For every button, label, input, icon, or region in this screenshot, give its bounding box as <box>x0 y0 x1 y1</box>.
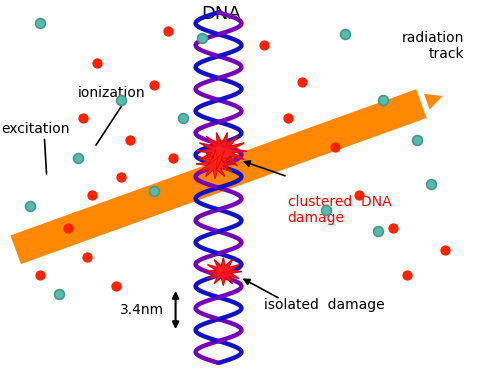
Point <box>389 225 396 231</box>
Point <box>374 229 382 234</box>
Point <box>93 60 101 66</box>
Point <box>79 115 86 121</box>
Point <box>284 115 291 121</box>
Point <box>298 79 306 85</box>
Text: ionization: ionization <box>78 86 145 100</box>
Point <box>427 181 435 187</box>
Text: radiation
track: radiation track <box>402 31 464 61</box>
Point <box>179 115 187 121</box>
Point <box>403 272 411 278</box>
Point <box>150 188 158 194</box>
Point <box>112 283 120 289</box>
Point <box>341 31 349 37</box>
Point <box>36 272 43 278</box>
Text: DNA: DNA <box>201 5 241 23</box>
Point <box>64 225 72 231</box>
Point <box>117 97 124 103</box>
Polygon shape <box>197 132 247 170</box>
Point <box>88 192 96 198</box>
Point <box>198 35 205 41</box>
Point <box>26 203 34 209</box>
Polygon shape <box>205 258 241 286</box>
Point <box>442 247 449 253</box>
Point <box>84 254 91 260</box>
Point <box>36 20 43 26</box>
Point <box>169 156 177 162</box>
Point <box>55 291 62 297</box>
Text: clustered  DNA
damage: clustered DNA damage <box>288 195 391 225</box>
Polygon shape <box>196 149 234 178</box>
Point <box>413 137 420 143</box>
Point <box>165 28 172 33</box>
Point <box>332 145 339 151</box>
Point <box>126 137 134 143</box>
Point <box>260 42 268 48</box>
Text: 3.4nm: 3.4nm <box>120 303 164 317</box>
Point <box>117 174 124 180</box>
Point <box>322 206 330 212</box>
Point <box>74 156 82 162</box>
Point <box>150 82 158 88</box>
Point <box>379 97 387 103</box>
Text: isolated  damage: isolated damage <box>264 297 384 312</box>
Point <box>356 192 363 198</box>
Text: excitation: excitation <box>1 122 70 136</box>
